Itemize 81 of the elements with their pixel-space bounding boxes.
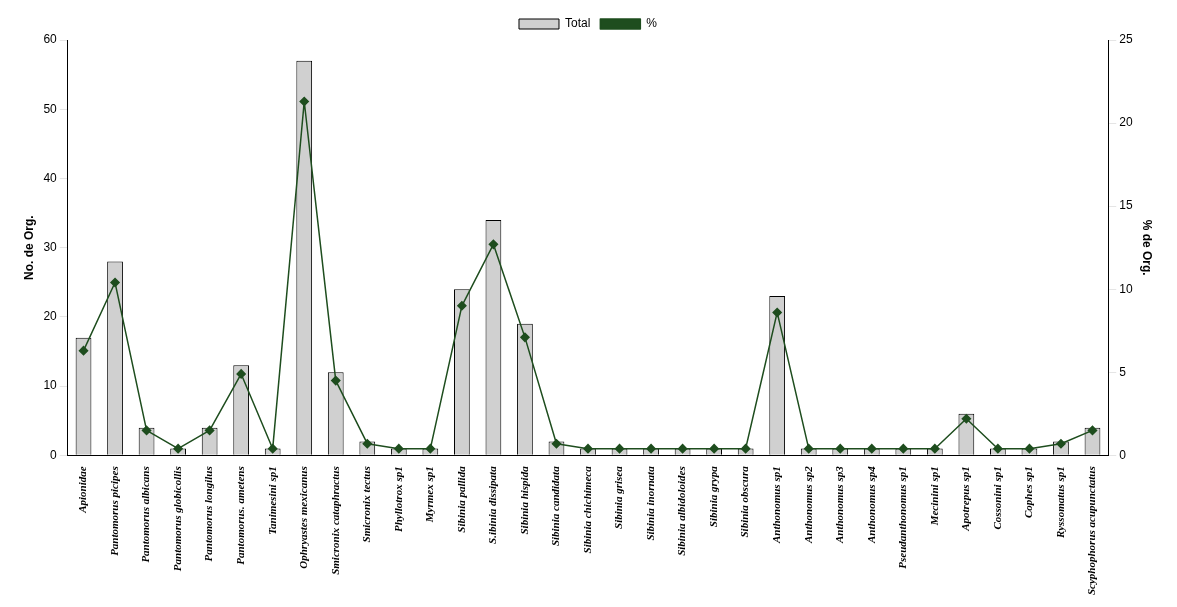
x-tick-label: Pantomorus albicans — [139, 466, 152, 563]
y-tick-label: 10 — [43, 378, 58, 393]
x-tick-label: Smicronix cataphractus — [328, 466, 341, 575]
y2-tick-label: 5 — [1119, 364, 1127, 379]
point — [867, 443, 877, 454]
point — [331, 375, 341, 386]
x-tick-label: Mecinini sp1 — [927, 466, 940, 527]
point — [677, 443, 688, 454]
x-tick-label: Anthonomus sp3 — [833, 465, 846, 545]
x-tick-label: Sibinia pallida — [454, 465, 467, 533]
point — [583, 443, 593, 454]
x-tick-label: Sibinia grisea — [612, 465, 625, 529]
x-tick-label: Apotrepus sp1 — [959, 466, 972, 532]
point — [1024, 443, 1035, 454]
x-tick-label: Phyllotrox sp1 — [391, 466, 404, 533]
x-tick-label: Sibinia inornata — [643, 465, 656, 541]
point — [173, 443, 183, 454]
x-tick-label: Ryssomatus sp1 — [1053, 466, 1066, 539]
y2-tick-label: 10 — [1119, 281, 1133, 296]
point — [520, 332, 530, 343]
point — [236, 369, 246, 379]
y2-tick-label: 20 — [1119, 115, 1133, 130]
x-tick-label: Scyphophorus acupunctatus — [1085, 466, 1098, 596]
point — [740, 443, 751, 454]
x-tick-label: Anthonomus sp2 — [801, 465, 814, 545]
x-tick-label: Ophryastes mexicanus — [297, 466, 310, 569]
point — [961, 414, 972, 424]
point — [646, 443, 656, 454]
point — [614, 443, 625, 454]
y2-axis-title: % de Org. — [1140, 219, 1155, 276]
x-tick-label: Pantomorus picipes — [107, 466, 120, 556]
point — [835, 443, 845, 454]
point — [394, 443, 404, 454]
x-tick-label: Sibinia hispida — [517, 465, 530, 535]
point — [457, 301, 467, 311]
y-tick-label: 0 — [50, 447, 58, 462]
x-tick-label: Myrmex sp1 — [423, 466, 436, 524]
y-tick-label: 60 — [43, 32, 58, 47]
point — [267, 443, 278, 454]
x-tick-label: Sibinia candidata — [549, 465, 562, 547]
point — [1056, 438, 1066, 449]
point — [299, 96, 309, 107]
x-tick-label: Cophes sp1 — [1022, 466, 1035, 518]
x-tick-label: S.ibinia dissipata — [486, 465, 499, 544]
point — [110, 277, 120, 288]
x-tick-label: Cossonini sp1 — [990, 466, 1003, 530]
x-tick-label: Anthonomus sp1 — [770, 466, 783, 545]
x-tick-label: Tanimesini sp1 — [265, 466, 278, 535]
point — [709, 443, 719, 454]
point — [78, 345, 89, 356]
x-tick-label: Sibinia albidoloides — [675, 466, 688, 556]
x-tick-label: Anthonomus sp4 — [864, 465, 877, 545]
x-tick-label: Sibinia chichimeca — [580, 465, 593, 554]
y-tick-label: 40 — [43, 170, 58, 185]
point — [1087, 425, 1098, 436]
legend-label: Total — [564, 16, 591, 31]
x-tick-label: Pantomorus longilus — [202, 466, 215, 562]
y2-tick-label: 0 — [1119, 447, 1127, 462]
y-axis-title: No. de Org. — [21, 215, 36, 280]
y-tick-label: 50 — [43, 101, 58, 116]
point — [898, 443, 909, 454]
y-tick-label: 20 — [43, 309, 58, 324]
point — [204, 425, 215, 436]
x-tick-label: Sibinia obscura — [738, 465, 751, 538]
point — [772, 307, 782, 318]
point — [141, 425, 152, 436]
point — [425, 443, 436, 454]
x-tick-label: Apionidae — [76, 466, 89, 514]
legend-label: % — [646, 16, 658, 31]
point — [803, 443, 814, 454]
point — [930, 443, 940, 454]
y2-tick-label: 25 — [1119, 32, 1133, 47]
point — [993, 443, 1003, 454]
x-tick-label: Pantomorus. ametens — [234, 466, 247, 565]
x-tick-label: Pantomorus globicollis — [170, 466, 183, 572]
y-tick-label: 30 — [43, 239, 58, 254]
x-tick-label: Pseudanthonomus sp1 — [896, 466, 909, 569]
y2-tick-label: 15 — [1119, 198, 1133, 213]
x-tick-label: Smicronix tectus — [360, 466, 373, 543]
point — [488, 239, 499, 250]
x-tick-label: Sibinia grypa — [706, 465, 719, 528]
